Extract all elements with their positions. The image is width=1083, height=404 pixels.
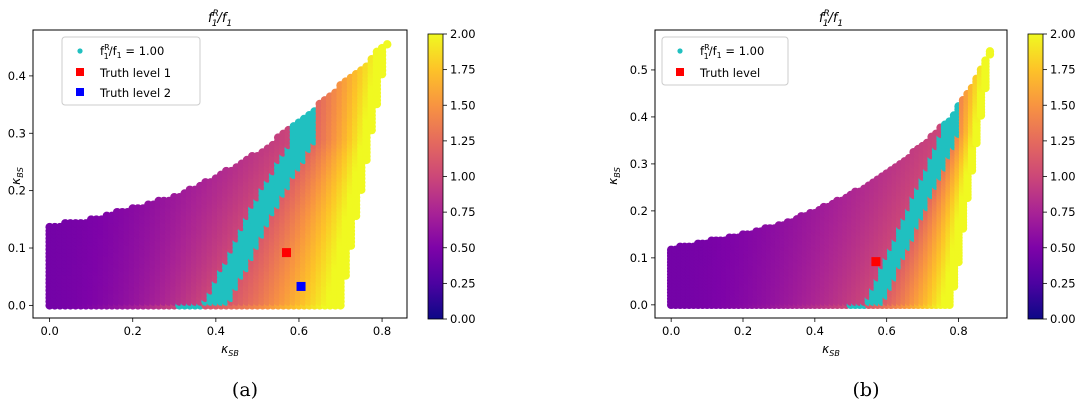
panel-b-legend: fR 1/f1 = 1.00 Truth level xyxy=(661,36,789,86)
panel-a-xlabel: κSB xyxy=(221,342,239,358)
panel-a-title: fR 1/f1 xyxy=(208,9,232,29)
panel-b-y-ticks: 0.0 0.1 0.2 0.3 0.4 0.5 xyxy=(630,63,655,312)
colorbar-tick-label: 0.25 xyxy=(1050,276,1076,290)
panel-b-colorbar-ticks: 0.00 0.25 0.50 0.75 1.00 1.25 1.50 1.75 2.00 xyxy=(1043,27,1076,326)
y-tick-label: 0.3 xyxy=(630,157,648,171)
y-tick-label: 0.2 xyxy=(630,204,648,218)
x-tick-label: 0.8 xyxy=(373,324,391,338)
x-tick-label: 0.6 xyxy=(290,324,308,338)
y-tick-label: 0.5 xyxy=(630,63,648,77)
panel-b-legend-truth-swatch xyxy=(676,68,684,76)
panel-b-colorbar: 0.00 0.25 0.50 0.75 1.00 1.25 1.50 1.75 2.00 xyxy=(1027,27,1076,326)
y-tick-label: 0.4 xyxy=(8,69,26,83)
panel-a-y-ticks: 0.0 0.1 0.2 0.3 0.4 xyxy=(8,69,33,312)
panel-a-legend-contour-label: fR 1/f1 = 1.00 xyxy=(100,43,164,61)
a-scatter-point xyxy=(383,40,392,49)
colorbar-tick-label: 0.50 xyxy=(450,241,476,255)
colorbar-tick-label: 0.25 xyxy=(450,276,476,290)
b-scatter-point xyxy=(985,47,995,56)
x-tick-label: 0.6 xyxy=(878,324,896,338)
y-tick-label: 0.0 xyxy=(630,298,648,312)
x-tick-label: 0.8 xyxy=(949,324,967,338)
colorbar-tick-label: 0.00 xyxy=(1050,312,1076,326)
panel-a-colorbar: 0.00 0.25 0.50 0.75 1.00 1.25 1.50 1.75 2.00 xyxy=(427,27,476,326)
x-tick-label: 0.4 xyxy=(806,324,824,338)
panel-a: 0.0 0.2 0.4 0.6 0.8 0.0 0.1 0.2 0.3 0.4 fR 1/f1 κ… xyxy=(8,9,476,401)
panel-b-legend-truth-label: Truth level xyxy=(699,66,760,80)
panel-a-legend-truth2-label: Truth level 2 xyxy=(99,86,171,100)
x-tick-label: 0.0 xyxy=(662,324,680,338)
colorbar-tick-label: 1.50 xyxy=(450,98,476,112)
y-tick-label: 0.0 xyxy=(8,298,26,312)
panel-b-ylabel: κBS xyxy=(606,167,622,185)
y-tick-label: 0.1 xyxy=(630,251,648,265)
panel-a-legend-truth1-swatch xyxy=(76,68,84,76)
colorbar-tick-label: 1.25 xyxy=(450,134,476,148)
x-tick-label: 0.4 xyxy=(207,324,225,338)
colorbar-tick-label: 0.00 xyxy=(450,312,476,326)
panel-b-legend-contour-swatch xyxy=(677,48,683,54)
panel-a-colorbar-ticks: 0.00 0.25 0.50 0.75 1.00 1.25 1.50 1.75 2.00 xyxy=(443,27,476,326)
y-tick-label: 0.4 xyxy=(630,110,648,124)
panel-a-legend-truth1-label: Truth level 1 xyxy=(99,66,171,80)
truth-marker xyxy=(281,248,291,258)
y-tick-label: 0.3 xyxy=(8,126,26,140)
panel-a-x-ticks: 0.0 0.2 0.4 0.6 0.8 xyxy=(40,318,391,338)
colorbar-tick-label: 1.50 xyxy=(1050,98,1076,112)
panel-a-ylabel: κBS xyxy=(9,167,25,185)
panel-a-legend: fR 1/f1 = 1.00 Truth level 1 Truth level … xyxy=(61,36,201,106)
colorbar-tick-label: 0.75 xyxy=(1050,205,1076,219)
x-tick-label: 0.0 xyxy=(40,324,58,338)
panel-b-markers xyxy=(871,257,881,267)
panel-b-scatter-region xyxy=(666,47,995,310)
y-tick-label: 0.2 xyxy=(8,184,26,198)
colorbar-tick-label: 2.00 xyxy=(1050,27,1076,41)
panel-a-scatter-region xyxy=(45,40,392,310)
colorbar-tick-label: 0.50 xyxy=(1050,241,1076,255)
panel-a-axes-frame xyxy=(32,29,408,319)
colorbar-tick-label: 1.25 xyxy=(1050,134,1076,148)
panel-b-x-ticks: 0.0 0.2 0.4 0.6 0.8 xyxy=(662,318,968,338)
panel-b-xlabel: κSB xyxy=(822,342,840,358)
colorbar-tick-label: 1.75 xyxy=(450,63,476,77)
x-tick-label: 0.2 xyxy=(734,324,752,338)
panel-b-title: fR 1/f1 xyxy=(819,9,843,29)
panel-a-caption: (a) xyxy=(232,379,258,401)
panel-a-legend-contour-swatch xyxy=(77,48,83,54)
truth-marker xyxy=(296,281,306,291)
truth-marker xyxy=(871,257,881,267)
colorbar-tick-label: 2.00 xyxy=(450,27,476,41)
colorbar-tick-label: 1.00 xyxy=(1050,170,1076,184)
panel-a-legend-truth2-swatch xyxy=(76,88,84,96)
y-tick-label: 0.1 xyxy=(8,241,26,255)
panel-a-markers xyxy=(281,248,306,291)
colorbar-tick-label: 0.75 xyxy=(450,205,476,219)
colorbar-tick-label: 1.00 xyxy=(450,170,476,184)
colorbar-tick-label: 1.75 xyxy=(1050,63,1076,77)
panel-b: 0.0 0.2 0.4 0.6 0.8 0.0 0.1 0.2 0.3 0.4 0.5 fR 1/f… xyxy=(606,9,1076,401)
x-tick-label: 0.2 xyxy=(124,324,142,338)
panel-b-caption: (b) xyxy=(853,379,880,401)
